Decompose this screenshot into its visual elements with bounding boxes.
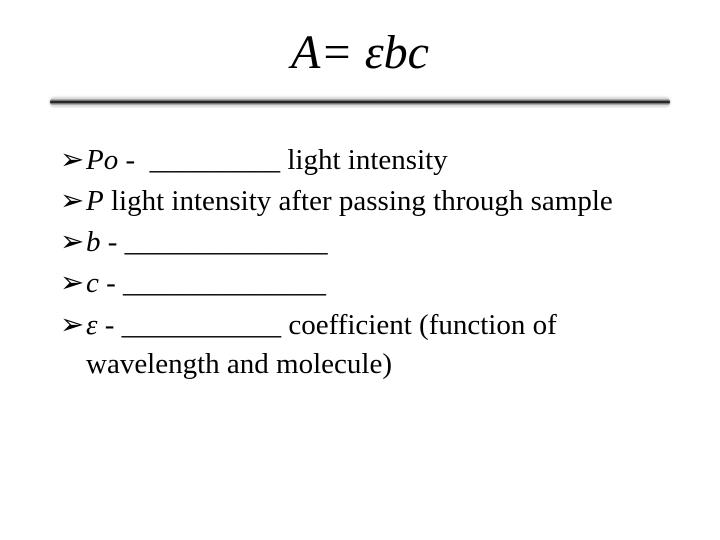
list-item: ➢ c - ______________ [60,264,670,303]
bullet-list: ➢ Po - _________ light intensity ➢ P lig… [50,141,670,384]
list-item: ➢ b - ______________ [60,223,670,262]
list-item: ➢ P light intensity after passing throug… [60,182,670,221]
bullet-icon: ➢ [60,264,86,303]
list-item: ➢ Po - _________ light intensity [60,141,670,180]
bullet-icon: ➢ [60,182,86,221]
title-divider [50,98,670,106]
bullet-text: b - ______________ [86,223,670,262]
list-item: ➢ ε - ___________ coefficient (function … [60,306,670,384]
bullet-icon: ➢ [60,306,86,345]
slide-title: A= εbc [50,25,670,80]
bullet-text: Po - _________ light intensity [86,141,670,180]
slide-container: A= εbc ➢ Po - _________ light intensity … [0,0,720,540]
bullet-text: P light intensity after passing through … [86,182,670,221]
bullet-text: ε - ___________ coefficient (function of… [86,306,670,384]
bullet-icon: ➢ [60,223,86,262]
bullet-icon: ➢ [60,141,86,180]
bullet-text: c - ______________ [86,264,670,303]
